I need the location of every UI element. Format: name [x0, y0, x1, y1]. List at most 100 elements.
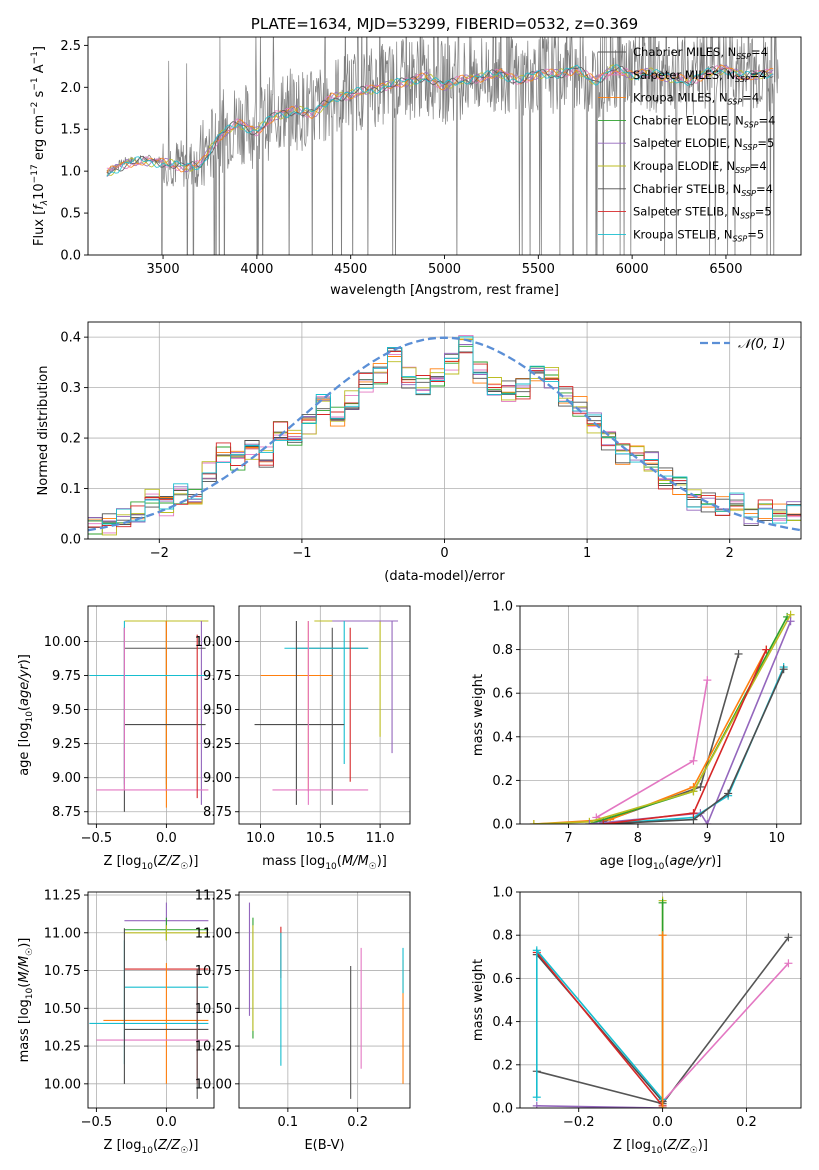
x-tick-label: −1 [292, 546, 311, 561]
x-tick-label: 5000 [428, 262, 461, 277]
y-tick-label: 0.8 [492, 643, 513, 658]
x-tick-label: 0 [440, 546, 448, 561]
x-axis-label: Z [log10(Z/Z☉)] [104, 854, 199, 872]
x-tick-label: −0.2 [563, 1115, 595, 1130]
grid-lines [239, 606, 410, 824]
errorbar-plot-area [254, 620, 399, 805]
data-point-marker [784, 933, 793, 942]
x-tick-label: 1 [583, 546, 591, 561]
y-tick-label: 9.25 [203, 737, 232, 752]
model-line-kroupa-miles [106, 64, 774, 174]
x-tick-label: 6000 [616, 262, 649, 277]
y-tick-label: 0.0 [492, 1102, 513, 1117]
model-line-salpeter-miles [106, 65, 774, 171]
y-tick-label: 0.4 [60, 331, 81, 346]
legend: 𝒩(0, 1) [700, 337, 785, 352]
x-tick-label: 10.5 [306, 831, 335, 846]
series-line-kroupa-elodie [533, 614, 792, 824]
model-line-chabrier-miles [106, 65, 774, 175]
axes-frame [87, 891, 215, 1109]
x-tick-label: 9 [703, 831, 711, 846]
y-tick-label: 10.50 [195, 1002, 232, 1017]
errorbar-point [284, 620, 369, 765]
x-tick-label: 6500 [709, 262, 742, 277]
x-tick-label: 0.0 [156, 1115, 177, 1130]
spectrum-plot-area [106, 37, 779, 255]
errorbar-point [123, 627, 206, 812]
x-axis-label: wavelength [Angstrom, rest frame] [330, 283, 559, 298]
x-tick-label: −2 [150, 546, 169, 561]
y-tick-label: 8.75 [52, 805, 81, 820]
y-axis-label: Normed distribution [36, 366, 51, 496]
x-tick-label: 8 [634, 831, 642, 846]
legend-entry: Salpeter STELIB, NSSP=5 [633, 205, 772, 221]
series-line-chabrier-stelib [603, 668, 785, 824]
legend-entry: Kroupa STELIB, NSSP=5 [633, 227, 764, 243]
data-point-marker [532, 946, 541, 955]
errorbar-plot-area [248, 902, 404, 1099]
y-tick-label: 0.8 [492, 929, 513, 944]
y-tick-label: 11.00 [44, 926, 81, 941]
series-line-kroupa-stelib [603, 666, 785, 824]
y-tick-label: 0.0 [492, 818, 513, 833]
legend-entry: 𝒩(0, 1) [738, 337, 785, 352]
y-tick-label: 11.00 [195, 926, 232, 941]
grid-lines [239, 892, 410, 1108]
errorbar-plot-area [89, 620, 209, 812]
y-tick-label: 2.5 [60, 39, 81, 54]
data-point-marker [703, 676, 712, 685]
x-axis-label: Z [log10(Z/Z☉)] [613, 1138, 708, 1156]
data-point-marker [703, 820, 712, 824]
age-vs-Z-panel: −0.5 0.0 8.75 9.00 9.25 9.50 9.75 10.00 Z [log10… [17, 605, 215, 872]
y-tick-label: 10.75 [44, 964, 81, 979]
y-tick-label: 10.00 [44, 1077, 81, 1092]
x-tick-label: −0.5 [81, 831, 113, 846]
data-point-marker [532, 1093, 541, 1102]
y-tick-label: 1.0 [492, 886, 513, 901]
series-line-kroupa-stelib [535, 948, 664, 1100]
y-tick-label: 9.75 [203, 669, 232, 684]
errorbar-point [124, 969, 209, 1099]
axes-frame [238, 605, 411, 825]
y-tick-label: 10.50 [44, 1002, 81, 1017]
model-line-kroupa-stelib [106, 64, 774, 177]
normal-curve-line [88, 336, 801, 532]
errorbar-point [89, 620, 209, 808]
spectrum-panel: 3500 4000 4500 5000 5500 6000 6500 0.0 0.5 1.0 1.5… [30, 15, 802, 298]
y-tick-label: 0.0 [60, 249, 81, 264]
data-point-marker [689, 787, 698, 796]
y-tick-label: 0.0 [60, 533, 81, 548]
histogram-step-kroupa-stelib [88, 336, 801, 525]
errorbar-point [254, 620, 345, 805]
y-tick-label: 9.50 [203, 703, 232, 718]
y-tick-label: 9.00 [52, 771, 81, 786]
y-tick-label: 0.4 [492, 1015, 513, 1030]
y-tick-label: 0.2 [492, 774, 513, 789]
axes-frame [87, 321, 802, 540]
x-tick-label: 5500 [522, 262, 555, 277]
data-point-marker [585, 820, 594, 824]
y-tick-label: 2.0 [60, 81, 81, 96]
y-tick-label: 9.25 [52, 737, 81, 752]
data-point-marker [599, 820, 608, 824]
errorbar-point [89, 620, 209, 785]
axes-frame [519, 605, 802, 825]
residuals-panel: −2 −1 0 1 2 0.0 0.1 0.2 0.3 0.4 (data-model)/error… [36, 321, 802, 584]
errorbar-point [296, 627, 369, 805]
errorbar-point [96, 627, 209, 791]
y-tick-label: 0.1 [60, 482, 81, 497]
data-point-marker [658, 898, 667, 907]
x-tick-label: 4000 [240, 262, 273, 277]
x-tick-label: 0.1 [278, 1115, 299, 1130]
age-vs-mass-panel: 10.0 10.5 11.0 8.75 9.00 9.25 9.50 9.75 10.00 mas… [195, 605, 411, 872]
data-point-marker [762, 645, 771, 654]
axes-frame [519, 891, 802, 1109]
chart-title: PLATE=1634, MJD=53299, FIBERID=0532, z=0… [251, 15, 638, 33]
data-point-marker [779, 665, 788, 674]
legend-entry: Chabrier STELIB, NSSP=4 [633, 182, 773, 198]
legend-entry: Kroupa MILES, NSSP=4 [633, 91, 759, 107]
y-tick-label: 0.2 [492, 1058, 513, 1073]
mass-vs-Z-panel: −0.5 0.0 10.00 10.25 10.50 10.75 11.00 11.25 Z [… [17, 889, 215, 1156]
y-tick-label: 10.25 [44, 1040, 81, 1055]
